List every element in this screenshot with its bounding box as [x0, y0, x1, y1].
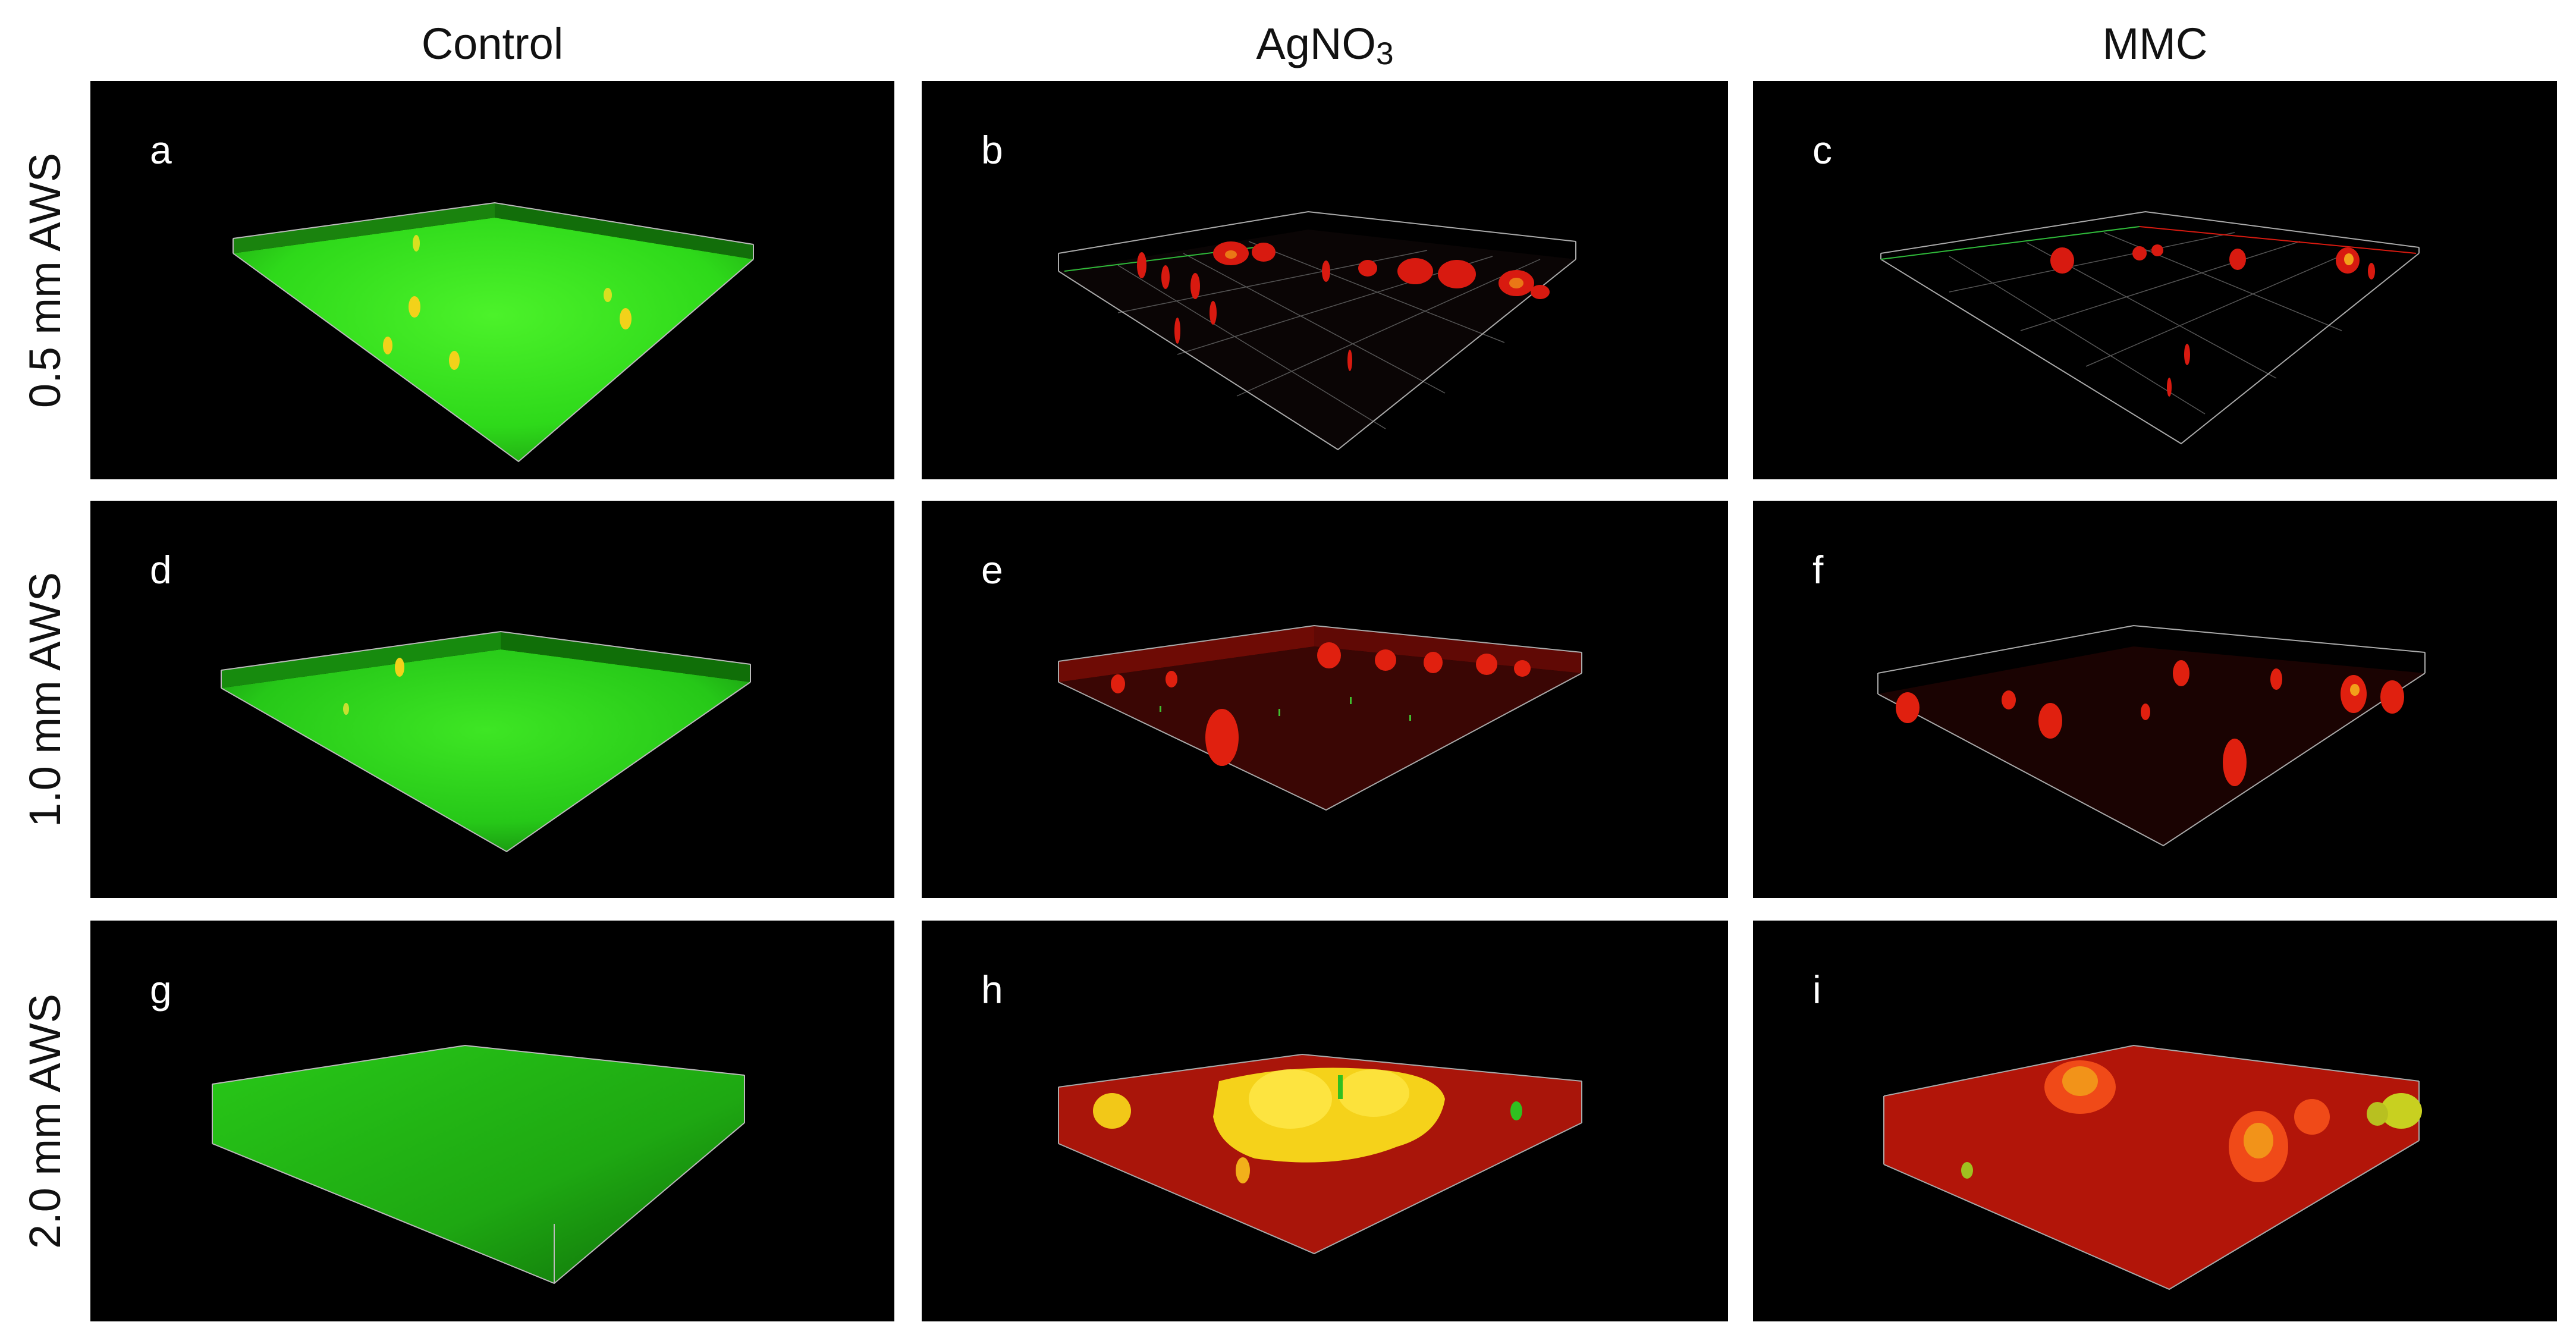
column-header-agno3-subscript: 3 [1375, 36, 1394, 71]
column-header-control-text: Control [421, 18, 564, 68]
column-header-mmc: MMC [1753, 11, 2557, 76]
row-label-2-0mm: 2.0 mm AWS [0, 921, 89, 1321]
panel-c-mmc-0-5mm: c [1753, 81, 2557, 479]
panel-i-mmc-2-0mm: i [1753, 921, 2557, 1321]
confocal-render-b [1058, 211, 1576, 451]
confocal-render-i [1883, 1044, 2422, 1290]
column-header-control: Control [90, 11, 894, 76]
panel-letter-i: i [1812, 968, 1821, 1012]
panel-letter-g: g [150, 968, 172, 1012]
panel-g-control-2-0mm: g [90, 921, 894, 1321]
panel-letter-f: f [1812, 548, 1824, 592]
confocal-render-e [1058, 624, 1582, 811]
panel-h-agno3-2-0mm: h [922, 921, 1728, 1321]
row-label-0-5mm-text: 0.5 mm AWS [20, 152, 70, 408]
panel-letter-c: c [1812, 128, 1832, 172]
column-header-mmc-text: MMC [2102, 18, 2208, 68]
panel-letter-h: h [981, 968, 1003, 1012]
column-header-agno3: AgNO 3 [922, 11, 1728, 76]
panel-letter-b: b [981, 128, 1003, 172]
confocal-render-f [1877, 624, 2426, 847]
row-label-1-0mm-text: 1.0 mm AWS [20, 571, 70, 827]
confocal-render-c [1880, 211, 2420, 445]
panel-f-mmc-1-0mm: f [1753, 501, 2557, 898]
row-label-0-5mm: 0.5 mm AWS [0, 81, 89, 479]
panel-a-control-0-5mm: a [90, 81, 894, 479]
panel-letter-a: a [150, 128, 172, 172]
row-label-1-0mm: 1.0 mm AWS [0, 501, 89, 898]
confocal-render-g [212, 1044, 745, 1285]
panel-b-agno3-0-5mm: b [922, 81, 1728, 479]
panel-letter-e: e [981, 548, 1003, 592]
column-header-agno3-text: AgNO [1256, 18, 1376, 68]
panel-e-agno3-1-0mm: e [922, 501, 1728, 898]
confocal-render-d [221, 630, 751, 853]
panel-d-control-1-0mm: d [90, 501, 894, 898]
confocal-render-h [1058, 1053, 1582, 1255]
confocal-render-a [233, 202, 754, 463]
row-label-2-0mm-text: 2.0 mm AWS [20, 993, 70, 1249]
panel-letter-d: d [150, 548, 172, 592]
